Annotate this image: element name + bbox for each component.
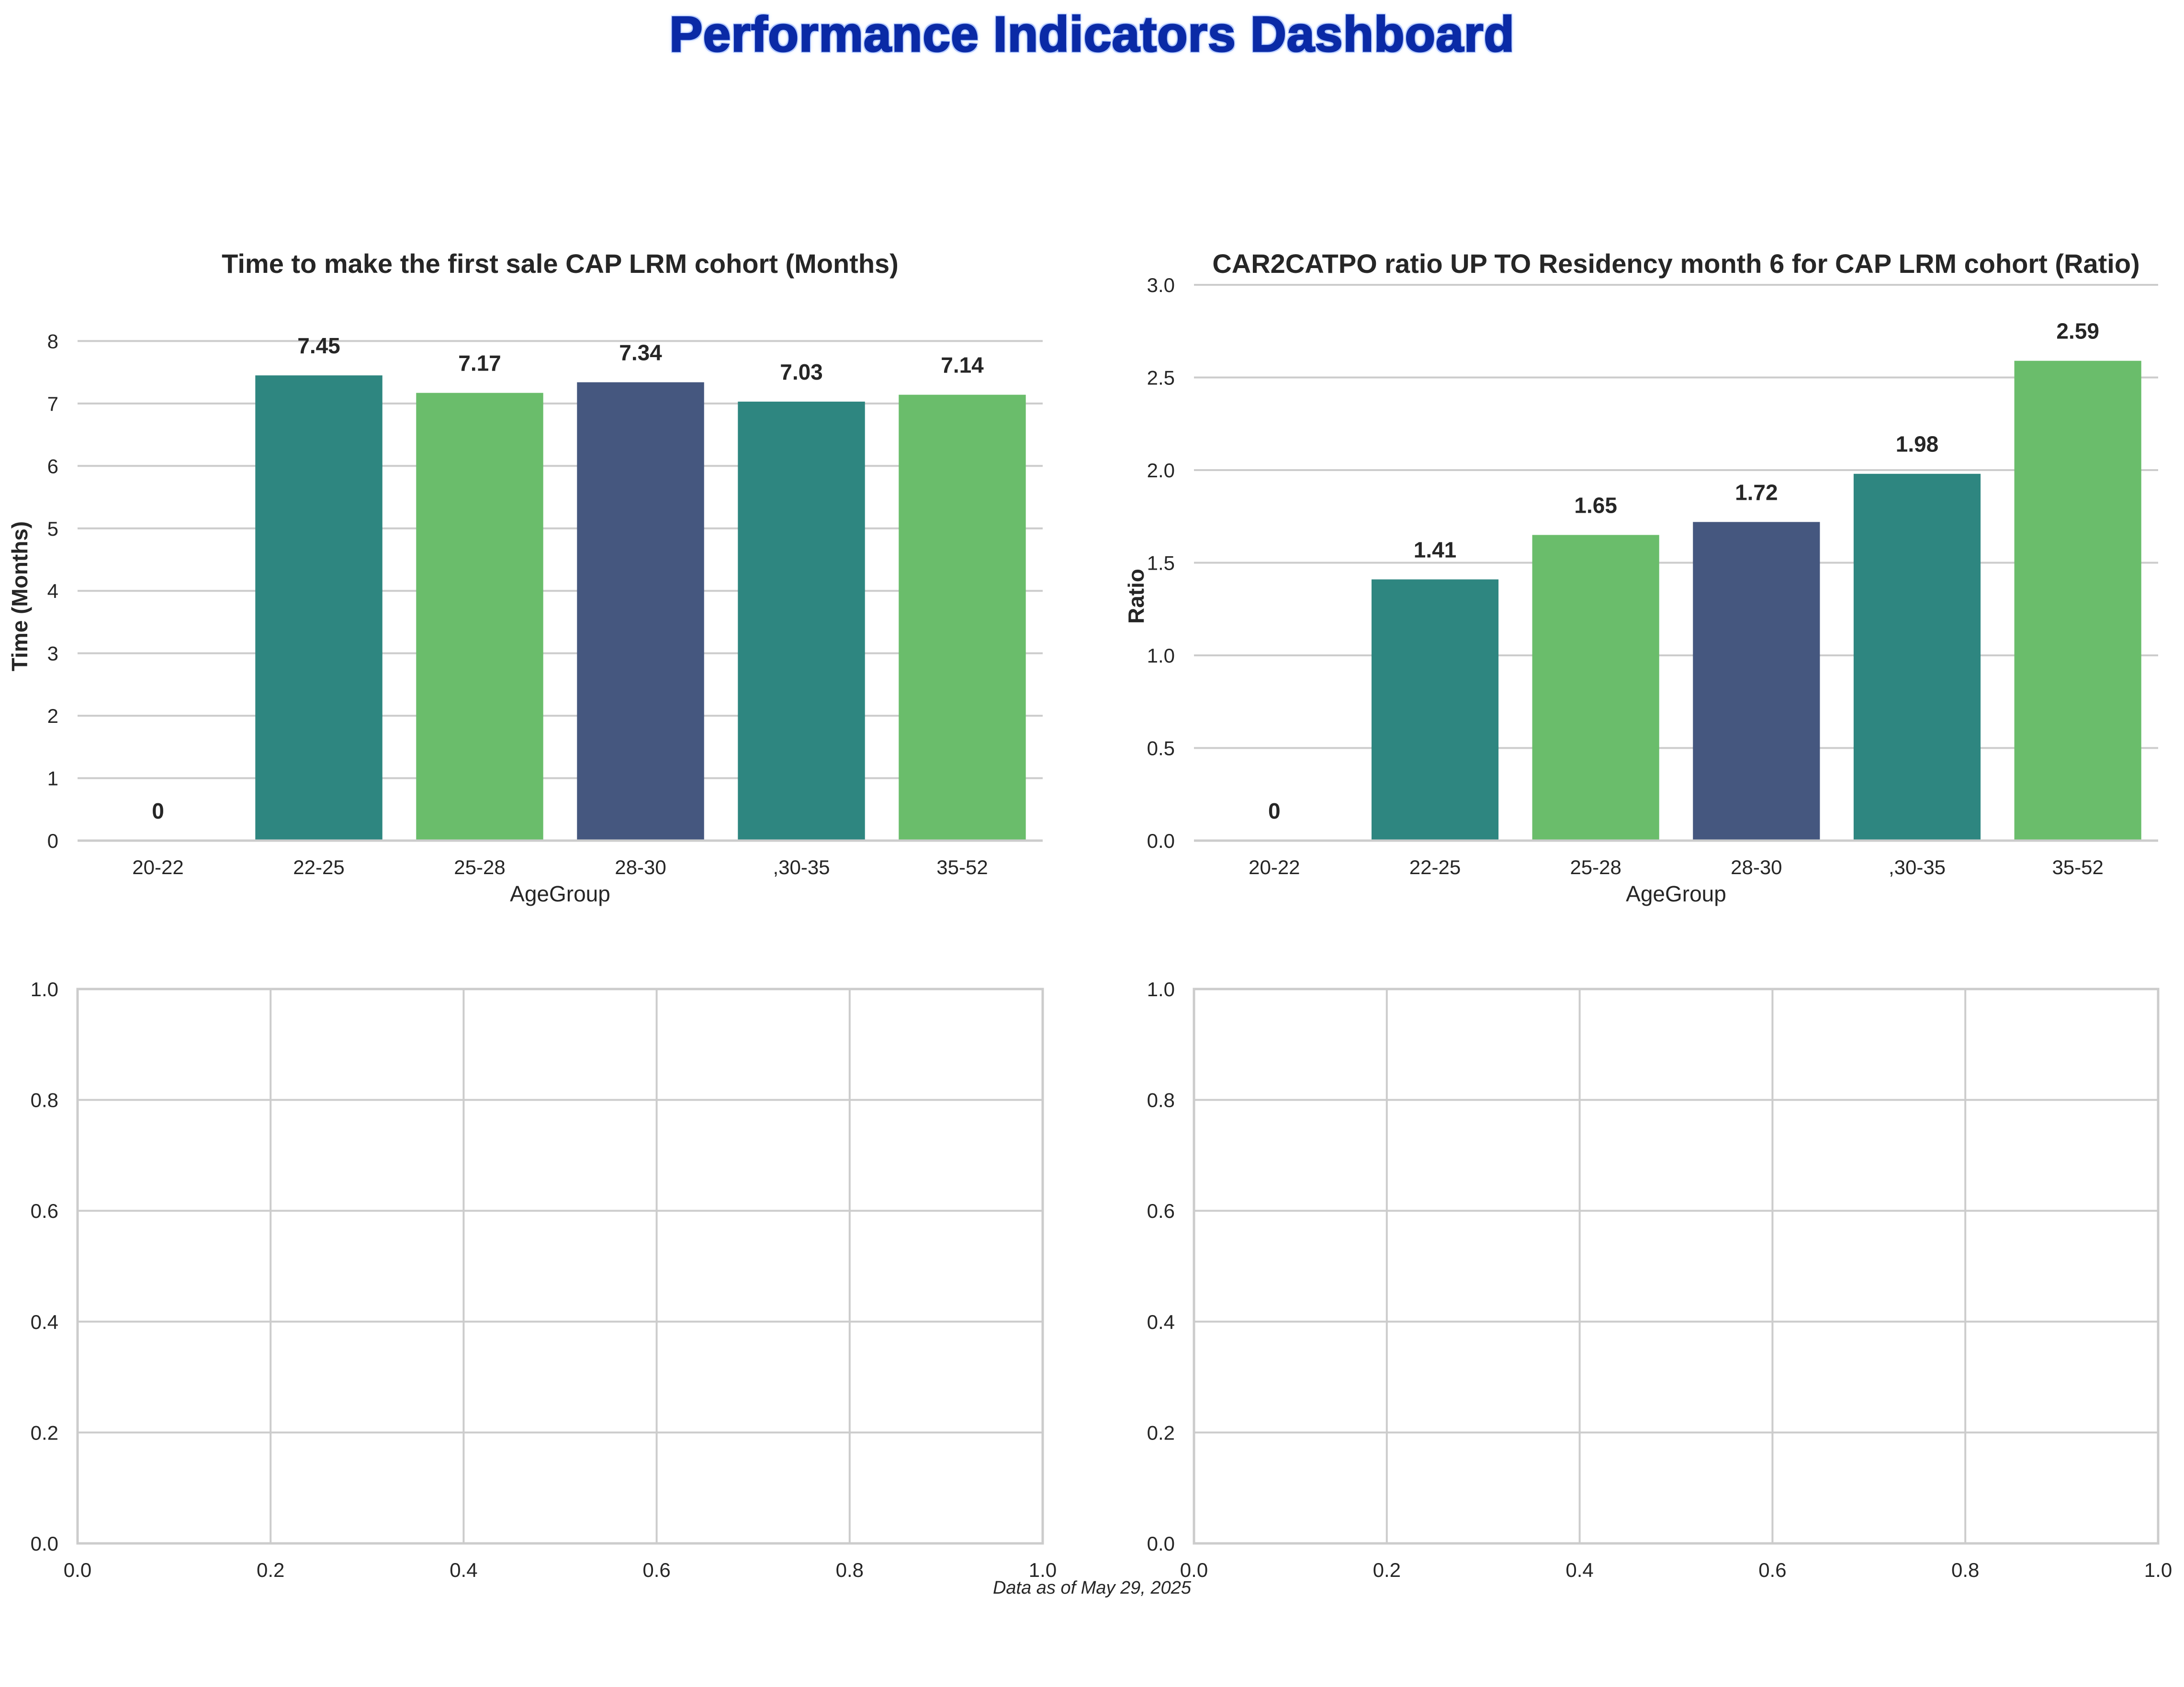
y-tick-label: 7 (47, 393, 58, 415)
y-tick-label: 0.4 (31, 1311, 58, 1333)
y-tick-label: 3.0 (1147, 274, 1175, 296)
footer-date-note: Data as of May 29, 2025 (992, 1578, 1192, 1598)
x-tick-label: 22-25 (293, 856, 344, 878)
x-tick-label: 25-28 (1570, 856, 1621, 878)
y-tick-label: 4 (47, 580, 58, 602)
x-tick-label: 0.0 (64, 1559, 91, 1581)
y-tick-label: 0 (47, 830, 58, 852)
bar-value-label: 1.65 (1574, 493, 1617, 517)
bar-value-label: 1.41 (1414, 537, 1457, 562)
x-tick-label: 28-30 (615, 856, 666, 878)
y-tick-label: 8 (47, 330, 58, 352)
y-axis-label: Ratio (1124, 569, 1148, 624)
x-axis-label: AgeGroup (1626, 881, 1726, 906)
y-tick-label: 0.4 (1147, 1311, 1175, 1333)
x-tick-label: 0.6 (1758, 1559, 1786, 1581)
bar-value-label: 7.34 (619, 340, 662, 365)
bar (899, 394, 1026, 841)
bar-value-label: 1.98 (1896, 432, 1939, 457)
empty-axes-frame (1193, 988, 2160, 1545)
x-tick-label: 0.6 (642, 1559, 670, 1581)
y-axis-label: Time (Months) (7, 521, 32, 671)
y-tick-label: 0.0 (1147, 1532, 1175, 1555)
y-tick-label: 0.6 (1147, 1200, 1175, 1222)
y-tick-label: 3 (47, 642, 58, 665)
x-tick-label: 25-28 (454, 856, 505, 878)
x-tick-label: 22-25 (1409, 856, 1461, 878)
dashboard-title: Performance Indicators Dashboard (669, 6, 1515, 63)
y-tick-label: 1.0 (1147, 644, 1175, 667)
bar-value-label: 1.72 (1735, 480, 1778, 505)
chart-title: Time to make the first sale CAP LRM coho… (222, 248, 899, 279)
bar-value-label: 7.14 (941, 353, 984, 378)
bar-value-label: 0 (152, 799, 164, 823)
bar (1693, 522, 1820, 841)
bar (1371, 579, 1499, 841)
y-tick-label: 1.0 (1147, 978, 1175, 1001)
x-tick-label: 1.0 (2144, 1559, 2172, 1581)
bar-value-label: 7.45 (297, 333, 340, 358)
y-tick-label: 0.2 (31, 1421, 58, 1444)
x-tick-label: 0.8 (1951, 1559, 1979, 1581)
x-tick-label: 28-30 (1731, 856, 1782, 878)
x-axis-label: AgeGroup (510, 881, 610, 906)
bar (738, 401, 865, 841)
empty-axes-frame (76, 988, 1044, 1545)
y-tick-label: 5 (47, 517, 58, 540)
bar (416, 393, 543, 841)
x-tick-label: 20-22 (1249, 856, 1300, 878)
x-tick-label: 0.2 (257, 1559, 284, 1581)
bar (2014, 360, 2141, 841)
bar (577, 382, 704, 841)
bar-value-label: 7.03 (780, 360, 823, 384)
y-tick-label: 0.8 (31, 1089, 58, 1112)
bar (1853, 473, 1981, 841)
x-tick-label: ,30-35 (1889, 856, 1946, 878)
bar-value-label: 7.17 (458, 351, 501, 376)
y-tick-label: 0.6 (31, 1200, 58, 1222)
bar-value-label: 2.59 (2056, 319, 2099, 344)
y-tick-label: 2.5 (1147, 367, 1175, 389)
y-tick-label: 2.0 (1147, 459, 1175, 482)
x-tick-label: 0.2 (1373, 1559, 1401, 1581)
x-tick-label: 20-22 (132, 856, 183, 878)
bar (255, 375, 383, 841)
y-tick-label: 0.5 (1147, 737, 1175, 760)
chart-title: CAR2CATPO ratio UP TO Residency month 6 … (1212, 248, 2139, 279)
x-tick-label: 1.0 (1029, 1559, 1057, 1581)
x-tick-label: 35-52 (936, 856, 988, 878)
x-tick-label: 0.4 (450, 1559, 477, 1581)
x-tick-label: ,30-35 (773, 856, 830, 878)
y-tick-label: 2 (47, 705, 58, 727)
bar (1532, 535, 1659, 841)
bar-value-label: 0 (1268, 799, 1281, 823)
x-tick-label: 0.8 (836, 1559, 864, 1581)
y-tick-label: 1.5 (1147, 552, 1175, 574)
x-tick-label: 0.4 (1565, 1559, 1593, 1581)
y-tick-label: 0.0 (1147, 830, 1175, 852)
y-tick-label: 0.2 (1147, 1421, 1175, 1444)
y-tick-label: 0.0 (31, 1532, 58, 1555)
y-tick-label: 1 (47, 767, 58, 790)
y-tick-label: 6 (47, 455, 58, 477)
x-tick-label: 0.0 (1180, 1559, 1208, 1581)
y-tick-label: 0.8 (1147, 1089, 1175, 1112)
y-tick-label: 1.0 (31, 978, 58, 1001)
x-tick-label: 35-52 (2052, 856, 2103, 878)
